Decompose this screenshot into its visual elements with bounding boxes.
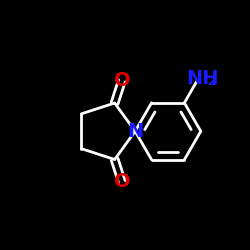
Text: NH: NH xyxy=(186,68,218,87)
Text: 2: 2 xyxy=(208,76,217,88)
Text: O: O xyxy=(114,172,130,191)
Text: N: N xyxy=(127,122,143,141)
Text: O: O xyxy=(114,71,130,90)
